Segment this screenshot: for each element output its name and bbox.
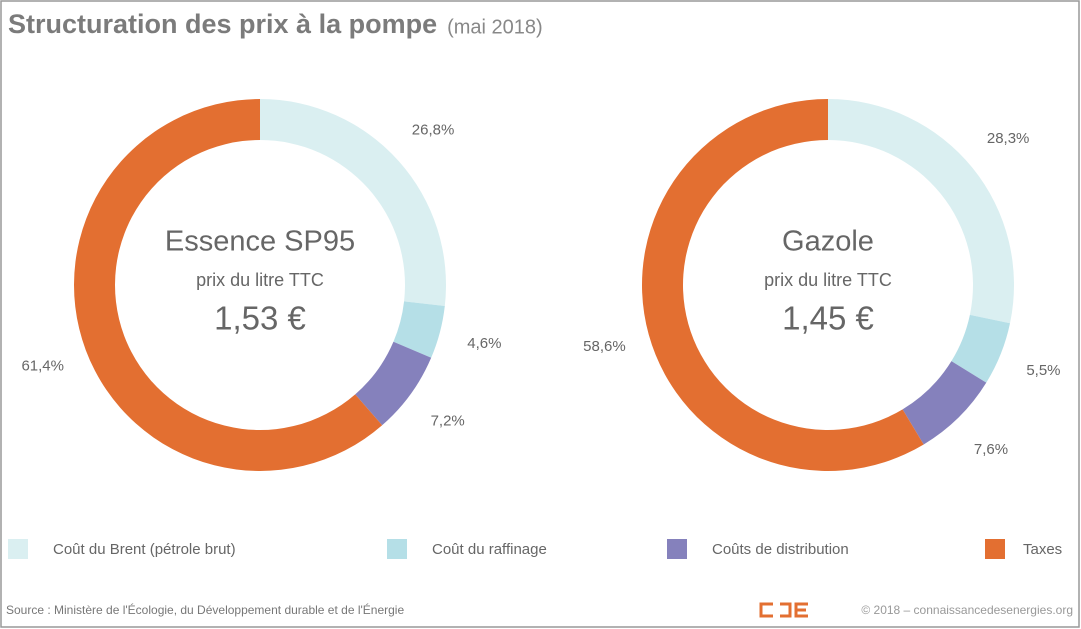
data-label: 7,2% xyxy=(431,412,465,429)
donut-title: Gazole xyxy=(782,226,874,258)
data-label: 5,5% xyxy=(1026,362,1060,379)
legend-label: Coûts de distribution xyxy=(712,541,849,558)
legend-swatch xyxy=(387,539,407,559)
donut-annotation: 1,53 € xyxy=(214,300,306,337)
donut-segment xyxy=(260,99,446,306)
donut-segment xyxy=(951,314,1011,383)
legend-swatch xyxy=(667,539,687,559)
legend-label: Coût du Brent (pétrole brut) xyxy=(53,541,236,558)
data-label: 58,6% xyxy=(583,338,626,355)
data-label: 7,6% xyxy=(974,441,1008,458)
donut-segment xyxy=(393,301,445,358)
data-label: 4,6% xyxy=(467,335,501,352)
legend-label: Taxes xyxy=(1023,541,1062,558)
donut-segment xyxy=(355,341,432,426)
chart-title: Structuration des prix à la pompe xyxy=(8,9,437,39)
donut-title: Essence SP95 xyxy=(165,226,355,258)
data-label: 61,4% xyxy=(21,357,64,374)
legend-swatch xyxy=(8,539,28,559)
donut-segment xyxy=(902,361,987,445)
credit: © 2018 – connaissancedesenergies.org xyxy=(861,603,1073,617)
donut-segment xyxy=(642,99,924,471)
logo xyxy=(759,602,808,618)
source: Source : Ministère de l'Écologie, du Dév… xyxy=(6,602,404,617)
chart-subtitle: (mai 2018) xyxy=(447,16,543,38)
donut-segment xyxy=(74,99,383,472)
data-label: 26,8% xyxy=(412,121,455,138)
legend-swatch xyxy=(985,539,1005,559)
donut-annotation: 1,45 € xyxy=(782,300,874,337)
donut-segment xyxy=(828,99,1014,324)
legend-label: Coût du raffinage xyxy=(432,541,547,558)
donut-subtitle: prix du litre TTC xyxy=(764,270,892,290)
data-label: 28,3% xyxy=(987,130,1030,147)
donut-subtitle: prix du litre TTC xyxy=(196,270,324,290)
